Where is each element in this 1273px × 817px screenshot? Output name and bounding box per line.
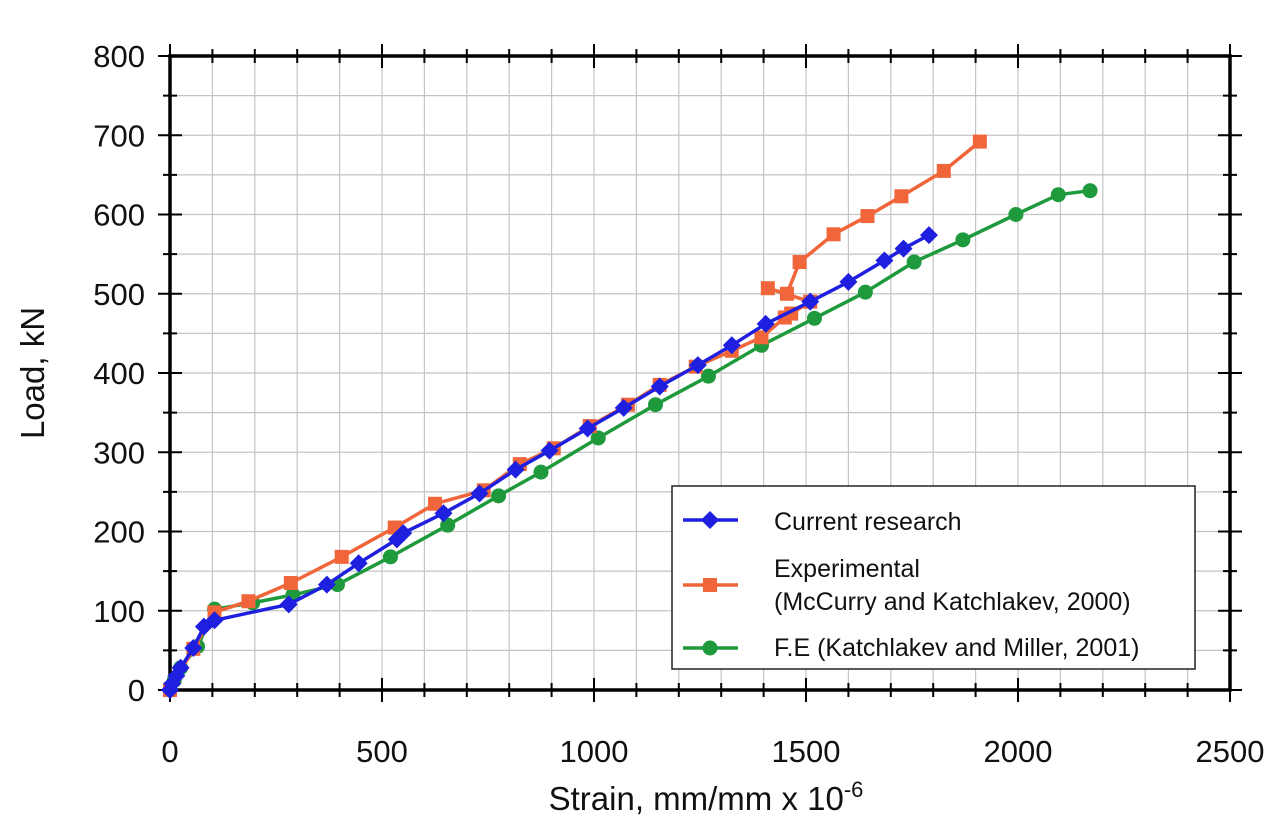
y-axis-title: Load, kN: [14, 307, 51, 439]
legend-marker-experimental: [703, 578, 717, 592]
x-tick-label: 500: [356, 734, 408, 769]
data-point-current-research: [650, 377, 669, 396]
x-axis-title-text: Strain, mm/mm x 10: [549, 780, 844, 817]
data-point-fe: [491, 488, 507, 504]
data-point-current-research: [317, 575, 336, 594]
x-tick-label: 2500: [1196, 734, 1265, 769]
data-point-current-research: [506, 460, 525, 479]
x-tick-label: 1000: [560, 734, 629, 769]
y-tick-label: 200: [93, 515, 145, 550]
y-tick-label: 0: [128, 673, 145, 708]
data-point-current-research: [756, 314, 775, 333]
y-tick-label: 800: [93, 39, 145, 74]
data-point-fe: [382, 549, 398, 565]
data-point-fe: [700, 368, 716, 384]
data-point-current-research: [801, 292, 820, 311]
data-point-experimental: [792, 255, 807, 270]
legend-label-current-research: Current research: [774, 508, 962, 536]
data-point-fe: [590, 430, 606, 446]
data-point-experimental: [860, 209, 875, 224]
x-tick-label: 1500: [772, 734, 841, 769]
data-point-experimental: [754, 330, 769, 345]
data-point-fe: [1082, 183, 1098, 199]
data-point-fe: [533, 464, 549, 480]
axes: 0 500 1000 1500 2000 2500 0 100 200 300 400 500 600 7…: [93, 39, 1264, 769]
data-point-current-research: [171, 658, 190, 677]
x-axis-title: Strain, mm/mm x 10-6: [549, 777, 864, 817]
data-point-current-research: [894, 239, 913, 258]
data-point-current-research: [688, 356, 707, 375]
y-tick-label: 300: [93, 435, 145, 470]
data-point-fe: [1050, 187, 1066, 203]
data-point-current-research: [184, 638, 203, 657]
y-tick-label: 400: [93, 356, 145, 391]
data-point-current-research: [614, 398, 633, 417]
series-current-research: [161, 226, 938, 699]
data-point-experimental: [760, 281, 775, 296]
data-point-current-research: [205, 611, 224, 630]
data-point-current-research: [470, 484, 489, 503]
x-tick-label: 2000: [984, 734, 1053, 769]
data-point-fe: [857, 284, 873, 300]
legend: Current research Experimental (McCurry a…: [671, 485, 1196, 670]
y-tick-label: 500: [93, 277, 145, 312]
legend-markers: [683, 511, 738, 656]
series-lines: [161, 134, 1098, 699]
data-point-fe: [1008, 207, 1024, 222]
data-point-fe: [955, 232, 971, 248]
data-point-experimental: [779, 286, 794, 301]
data-point-experimental: [283, 576, 298, 591]
x-axis-title-exponent: -6: [844, 777, 864, 802]
legend-label-fe: F.E (Katchlakev and Miller, 2001): [774, 634, 1139, 662]
data-point-current-research: [839, 272, 858, 291]
data-point-fe: [647, 397, 663, 413]
data-point-experimental: [241, 594, 256, 609]
legend-label-experimental-source: (McCurry and Katchlakev, 2000): [774, 588, 1131, 616]
data-point-fe: [906, 254, 922, 270]
data-point-experimental: [826, 227, 841, 242]
y-tick-label: 600: [93, 198, 145, 233]
data-point-current-research: [875, 251, 894, 270]
data-point-experimental: [428, 496, 442, 511]
data-point-experimental: [894, 189, 909, 204]
legend-label-experimental: Experimental: [774, 555, 920, 583]
legend-marker-fe: [702, 640, 718, 656]
y-tick-label: 100: [93, 594, 145, 629]
legend-marker-current-research: [701, 511, 719, 529]
x-tick-label: 0: [161, 734, 178, 769]
data-point-current-research: [349, 554, 368, 573]
data-point-current-research: [919, 226, 938, 245]
y-tick-label: 700: [93, 118, 145, 153]
data-point-current-research: [434, 504, 453, 523]
legend-box: [671, 485, 1196, 670]
data-point-current-research: [578, 419, 597, 438]
data-point-current-research: [722, 336, 741, 355]
data-point-current-research: [279, 595, 298, 614]
data-point-current-research: [540, 441, 559, 460]
data-point-fe: [806, 310, 822, 326]
data-point-experimental: [972, 134, 987, 149]
data-point-experimental: [334, 549, 349, 564]
data-point-current-research: [394, 524, 413, 543]
data-point-experimental: [936, 163, 951, 178]
